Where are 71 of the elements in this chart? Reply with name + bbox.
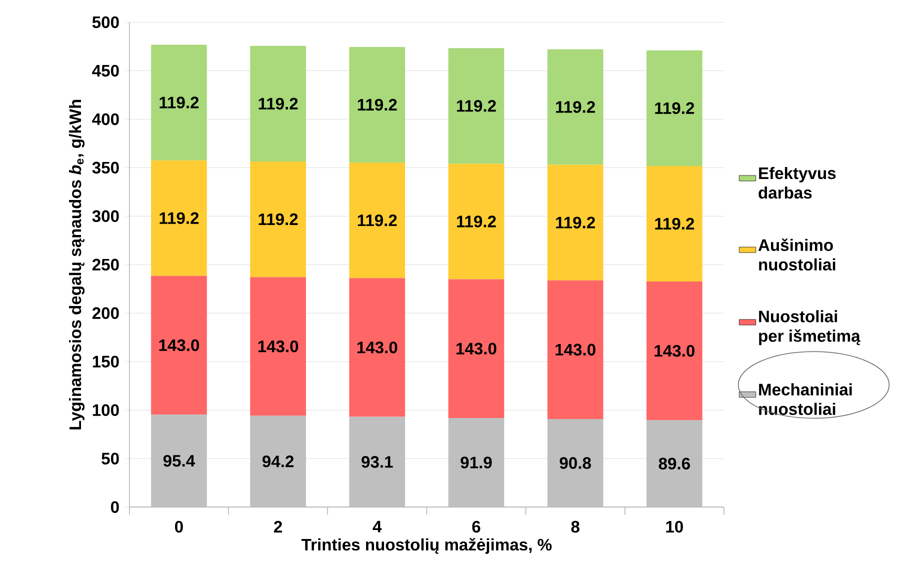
data-label: 143.0 xyxy=(556,344,596,356)
bar xyxy=(349,162,406,278)
x-axis-title: Trinties nuostolių mažėjimas, % xyxy=(302,538,552,554)
bar xyxy=(349,278,406,417)
bar xyxy=(349,416,406,508)
bar xyxy=(250,46,306,162)
x-tick-label: 0 xyxy=(175,520,183,533)
data-label: 93.1 xyxy=(362,456,393,468)
y-tick-label: 400 xyxy=(92,113,119,126)
bar xyxy=(250,162,306,278)
bar xyxy=(448,164,504,280)
data-label: 119.2 xyxy=(358,214,397,226)
bar xyxy=(547,280,604,420)
bar xyxy=(250,277,306,416)
data-label: 119.2 xyxy=(556,101,595,113)
legend-label: Mechaniniai nuostoliai xyxy=(759,383,852,416)
y-tick-label: 350 xyxy=(92,162,119,174)
y-tick-label: 450 xyxy=(92,64,119,77)
bar xyxy=(547,164,604,280)
bar xyxy=(151,160,207,276)
data-label: 119.2 xyxy=(655,218,694,230)
data-label: 119.2 xyxy=(655,102,694,114)
bar xyxy=(646,166,702,282)
y-tick-label: 150 xyxy=(92,356,119,368)
bar xyxy=(151,276,207,415)
bar xyxy=(547,49,604,165)
bar xyxy=(646,420,702,508)
data-label: 119.2 xyxy=(258,213,298,226)
y-tick-label: 100 xyxy=(92,404,119,416)
data-label: 119.2 xyxy=(160,96,199,108)
data-label: 119.2 xyxy=(456,216,496,228)
bar xyxy=(151,44,207,160)
bar xyxy=(250,416,306,508)
x-tick-label: 4 xyxy=(372,520,382,532)
data-label: 90.8 xyxy=(560,457,591,469)
y-tick-label: 300 xyxy=(92,210,119,222)
y-tick-label: 200 xyxy=(92,307,119,320)
data-label: 119.2 xyxy=(358,98,397,111)
x-tick-label: 8 xyxy=(571,520,580,533)
data-label: 89.6 xyxy=(658,458,690,470)
y-tick-label: 0 xyxy=(110,501,119,513)
bar xyxy=(448,418,504,508)
data-label: 143.0 xyxy=(258,340,298,352)
data-label: 143.0 xyxy=(159,339,200,352)
y-tick-label: 500 xyxy=(92,16,119,28)
y-tick-label: 50 xyxy=(102,452,119,465)
data-label: 143.0 xyxy=(456,342,496,355)
data-label: 91.9 xyxy=(460,456,492,468)
legend-label: Efektyvus darbas xyxy=(758,167,836,199)
legend-label: Nuostoliai per išmetimą xyxy=(759,310,860,346)
data-label: 119.2 xyxy=(160,212,199,224)
y-axis-title: Lyginamosios degalų sąnaudos b$_{e}$, g/kWh xyxy=(68,100,85,430)
bar xyxy=(448,279,504,418)
bar xyxy=(349,47,406,163)
bar xyxy=(448,48,504,164)
x-tick-label: 2 xyxy=(274,520,282,533)
data-label: 143.0 xyxy=(357,342,398,354)
x-tick-label: 10 xyxy=(666,520,683,533)
data-label: 95.4 xyxy=(163,454,196,467)
bar xyxy=(151,414,207,508)
data-label: 143.0 xyxy=(654,345,694,357)
data-label: 119.2 xyxy=(556,216,595,228)
data-label: 119.2 xyxy=(456,100,496,112)
x-tick-label: 6 xyxy=(472,520,480,533)
data-label: 94.2 xyxy=(262,456,294,468)
legend-label: Aušinimo nuostoliai xyxy=(758,238,836,271)
data-label: 119.2 xyxy=(258,98,298,110)
y-tick-label: 250 xyxy=(92,258,119,271)
bar xyxy=(646,50,702,166)
bar xyxy=(547,419,604,508)
bar xyxy=(646,282,702,420)
